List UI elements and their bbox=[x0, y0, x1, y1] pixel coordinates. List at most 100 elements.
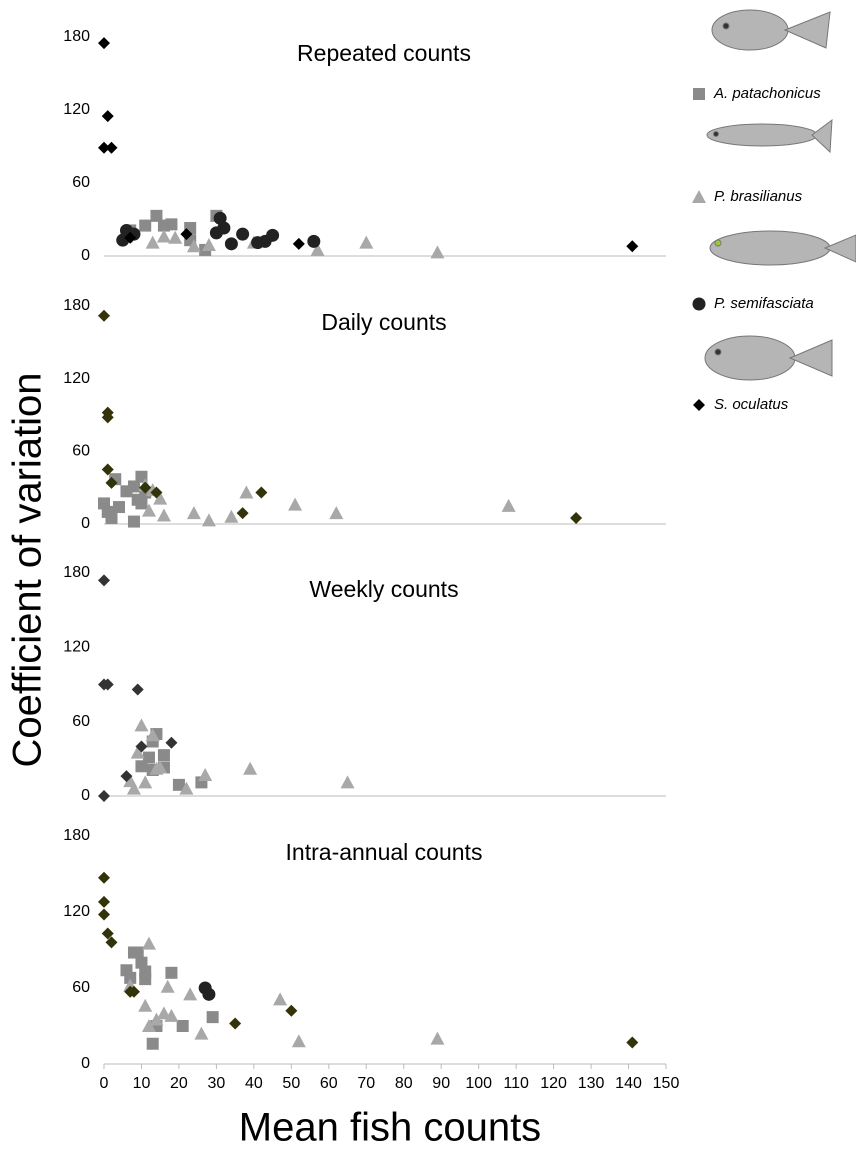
marker-diamond bbox=[124, 231, 137, 244]
marker-square bbox=[105, 511, 118, 524]
marker-triangle bbox=[145, 235, 160, 249]
marker-triangle bbox=[201, 513, 216, 527]
x-tick-label: 10 bbox=[133, 1075, 151, 1092]
legend-label: A. patachonicus bbox=[713, 85, 821, 102]
legend-label: S. oculatus bbox=[714, 396, 789, 413]
y-tick-label: 120 bbox=[63, 370, 90, 387]
legend-label: P. brasilianus bbox=[714, 188, 803, 205]
fish-icon bbox=[711, 9, 831, 51]
y-tick-label: 120 bbox=[63, 101, 90, 118]
marker-diamond bbox=[165, 736, 178, 749]
marker-triangle bbox=[273, 992, 288, 1006]
marker-triangle bbox=[183, 987, 198, 1001]
marker-diamond bbox=[135, 740, 148, 753]
marker-triangle bbox=[141, 1019, 156, 1032]
x-tick-label: 110 bbox=[503, 1075, 529, 1092]
marker-triangle bbox=[430, 1031, 445, 1045]
marker-diamond bbox=[98, 37, 110, 50]
marker-circle bbox=[224, 237, 238, 251]
marker-triangle bbox=[164, 1008, 179, 1022]
marker-triangle bbox=[430, 245, 445, 259]
marker-triangle bbox=[239, 485, 254, 499]
legend-marker bbox=[692, 190, 706, 203]
marker-triangle bbox=[145, 728, 160, 742]
marker-diamond bbox=[98, 141, 110, 154]
marker-triangle bbox=[156, 1006, 171, 1020]
marker-diamond bbox=[120, 770, 133, 783]
legend-marker bbox=[692, 297, 706, 311]
x-tick-label: 70 bbox=[357, 1075, 375, 1092]
marker-diamond bbox=[101, 463, 114, 476]
x-tick-label: 90 bbox=[432, 1075, 450, 1092]
marker-diamond bbox=[101, 110, 114, 123]
panel-title: Intra-annual counts bbox=[286, 839, 483, 865]
marker-diamond bbox=[98, 871, 110, 884]
y-tick-label: 60 bbox=[72, 713, 90, 730]
y-tick-label: 180 bbox=[63, 827, 90, 844]
marker-circle bbox=[202, 987, 216, 1001]
panel-title: Repeated counts bbox=[297, 40, 471, 66]
marker-triangle bbox=[156, 508, 171, 522]
marker-diamond bbox=[105, 141, 118, 154]
marker-diamond bbox=[292, 237, 305, 250]
marker-diamond bbox=[127, 985, 140, 998]
marker-diamond bbox=[98, 908, 110, 921]
marker-diamond bbox=[570, 511, 583, 524]
x-tick-label: 20 bbox=[170, 1075, 188, 1092]
marker-square bbox=[176, 1020, 189, 1032]
marker-diamond bbox=[98, 790, 110, 802]
marker-triangle bbox=[153, 760, 168, 774]
marker-triangle bbox=[198, 767, 213, 781]
marker-square bbox=[135, 497, 148, 510]
marker-circle bbox=[266, 228, 280, 242]
marker-square bbox=[172, 778, 185, 791]
marker-triangle bbox=[291, 1034, 306, 1048]
marker-square bbox=[165, 218, 178, 231]
marker-triangle bbox=[149, 1012, 164, 1026]
marker-square bbox=[146, 1037, 159, 1050]
marker-triangle bbox=[194, 1026, 209, 1040]
y-tick-label: 180 bbox=[63, 297, 90, 314]
y-tick-label: 120 bbox=[63, 903, 90, 920]
x-tick-label: 150 bbox=[653, 1075, 680, 1092]
marker-diamond bbox=[105, 476, 118, 489]
marker-diamond bbox=[139, 481, 152, 494]
marker-square bbox=[131, 946, 144, 959]
fish-icon bbox=[706, 118, 833, 154]
marker-triangle bbox=[288, 497, 303, 511]
legend-label: P. semifasciata bbox=[714, 295, 814, 312]
y-tick-label: 0 bbox=[81, 787, 90, 804]
marker-diamond bbox=[150, 486, 163, 499]
legend-marker bbox=[693, 399, 705, 411]
x-axis-label: Mean fish counts bbox=[239, 1106, 541, 1150]
fish-icon bbox=[704, 335, 833, 381]
x-tick-label: 0 bbox=[100, 1075, 109, 1092]
marker-circle bbox=[213, 211, 227, 225]
marker-triangle bbox=[141, 936, 156, 950]
marker-square bbox=[150, 209, 163, 222]
marker-diamond bbox=[255, 486, 268, 499]
x-tick-label: 60 bbox=[320, 1075, 338, 1092]
y-tick-label: 180 bbox=[63, 28, 90, 45]
marker-square bbox=[112, 501, 125, 514]
x-tick-label: 130 bbox=[578, 1075, 605, 1092]
marker-triangle bbox=[340, 775, 355, 789]
marker-diamond bbox=[101, 678, 114, 691]
panel-title: Weekly counts bbox=[309, 576, 458, 602]
marker-diamond bbox=[105, 936, 118, 949]
x-tick-label: 140 bbox=[615, 1075, 642, 1092]
x-tick-label: 100 bbox=[465, 1075, 492, 1092]
marker-square bbox=[139, 973, 152, 986]
fish-icon bbox=[709, 230, 856, 266]
marker-diamond bbox=[180, 228, 193, 241]
y-tick-label: 0 bbox=[81, 247, 90, 264]
marker-diamond bbox=[98, 574, 110, 587]
marker-square bbox=[165, 966, 178, 979]
marker-triangle bbox=[126, 781, 141, 795]
x-tick-label: 80 bbox=[395, 1075, 413, 1092]
panel-title: Daily counts bbox=[321, 309, 446, 335]
x-tick-label: 40 bbox=[245, 1075, 263, 1092]
y-tick-label: 60 bbox=[72, 979, 90, 996]
marker-triangle bbox=[186, 239, 201, 253]
